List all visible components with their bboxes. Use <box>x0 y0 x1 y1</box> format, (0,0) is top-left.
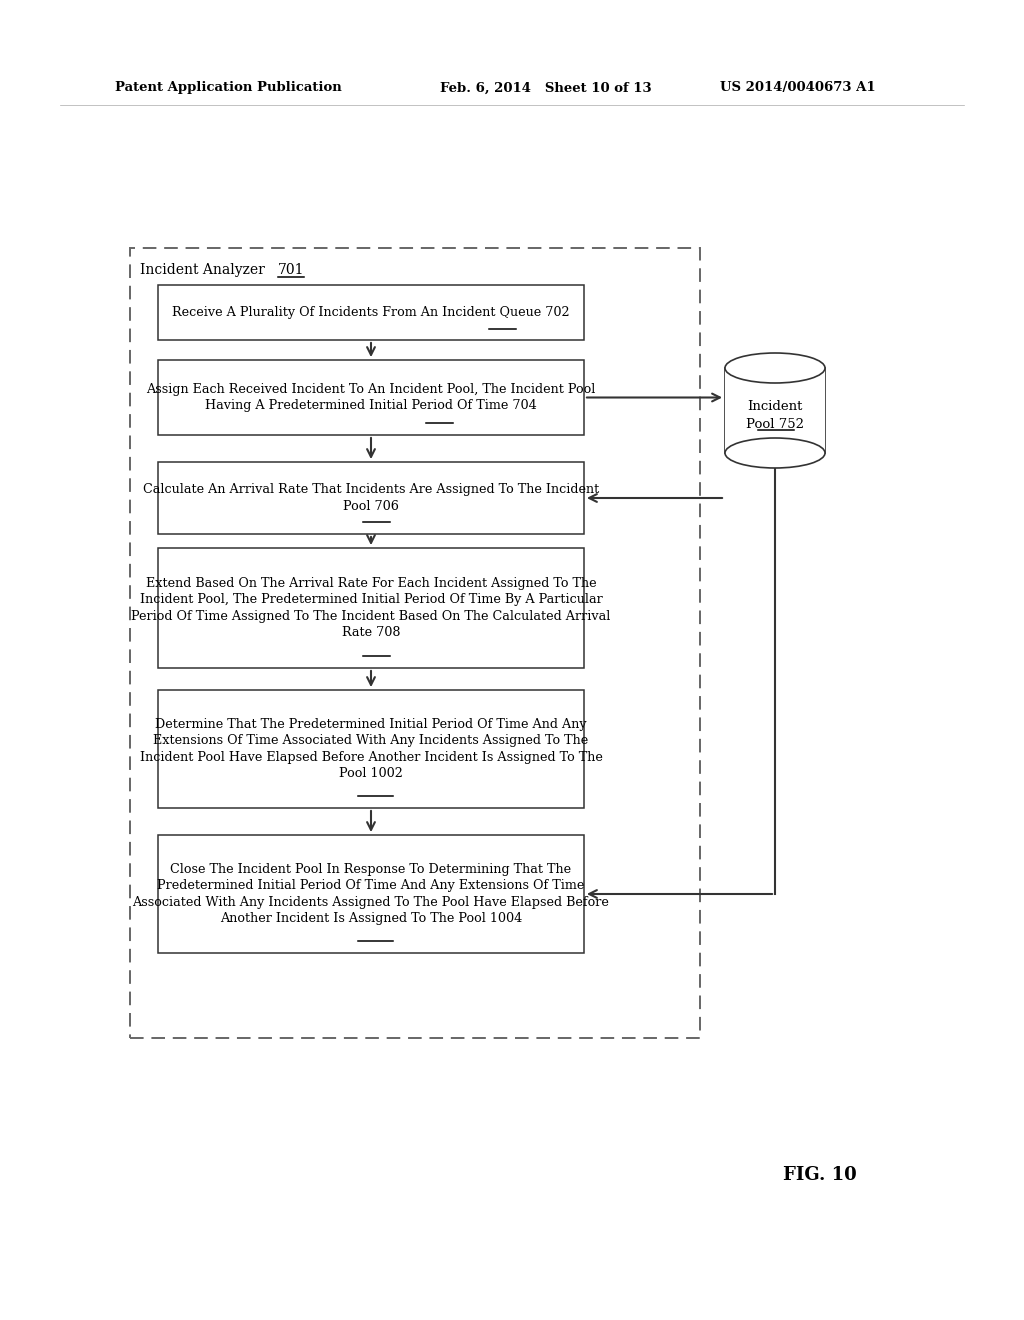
Bar <box>158 836 584 953</box>
Bar <box>158 548 584 668</box>
Ellipse shape <box>725 438 825 469</box>
Text: Assign Each Received Incident To An Incident Pool, The Incident Pool
Having A Pr: Assign Each Received Incident To An Inci… <box>146 383 596 412</box>
Text: Receive A Plurality Of Incidents From An Incident Queue 702: Receive A Plurality Of Incidents From An… <box>172 306 569 319</box>
Text: 701: 701 <box>278 263 304 277</box>
Text: Determine That The Predetermined Initial Period Of Time And Any
Extensions Of Ti: Determine That The Predetermined Initial… <box>139 718 602 780</box>
Text: Extend Based On The Arrival Rate For Each Incident Assigned To The
Incident Pool: Extend Based On The Arrival Rate For Eac… <box>131 577 610 639</box>
Bar <box>158 462 584 535</box>
Text: Calculate An Arrival Rate That Incidents Are Assigned To The Incident
Pool 706: Calculate An Arrival Rate That Incidents… <box>143 483 599 512</box>
Bar <box>130 248 700 1038</box>
Bar <box>158 285 584 341</box>
Text: Incident
Pool 752: Incident Pool 752 <box>746 400 804 430</box>
Bar <box>725 368 825 453</box>
Text: Incident Analyzer: Incident Analyzer <box>140 263 269 277</box>
Text: Feb. 6, 2014   Sheet 10 of 13: Feb. 6, 2014 Sheet 10 of 13 <box>440 82 651 95</box>
Text: Patent Application Publication: Patent Application Publication <box>115 82 342 95</box>
Bar <box>158 690 584 808</box>
Text: Close The Incident Pool In Response To Determining That The
Predetermined Initia: Close The Incident Pool In Response To D… <box>132 863 609 925</box>
Text: FIG. 10: FIG. 10 <box>783 1166 857 1184</box>
Ellipse shape <box>725 352 825 383</box>
Text: US 2014/0040673 A1: US 2014/0040673 A1 <box>720 82 876 95</box>
Bar <box>158 360 584 436</box>
